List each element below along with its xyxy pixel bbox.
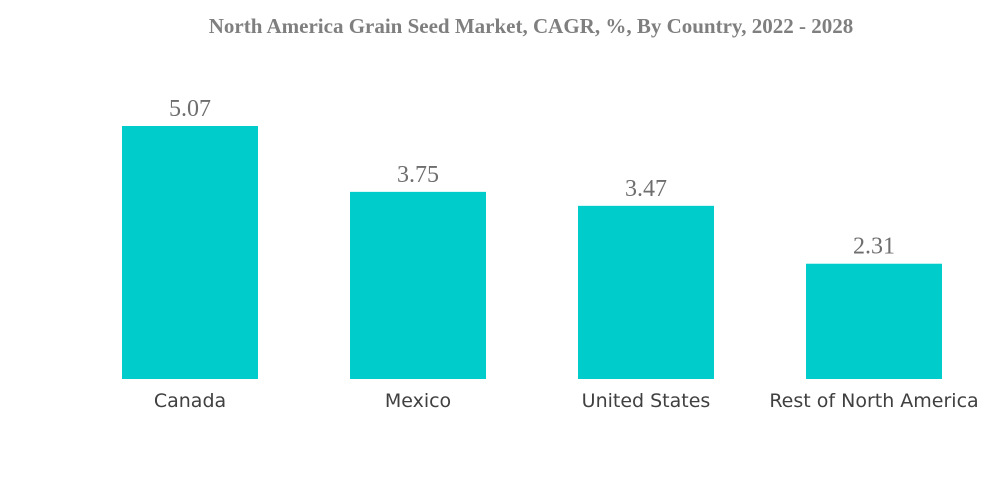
data-labels-layer: 5.07 3.75 3.47 2.31 <box>169 96 895 260</box>
bar-mexico <box>350 191 486 379</box>
bar-canada <box>122 126 258 379</box>
category-label-rest-of-north-america: Rest of North America <box>769 390 978 412</box>
category-label-canada: Canada <box>154 390 226 412</box>
data-label-united-states: 3.47 <box>625 176 667 202</box>
data-label-canada: 5.07 <box>169 96 211 122</box>
chart-title: North America Grain Seed Market, CAGR, %… <box>208 14 854 38</box>
data-label-rest-of-north-america: 2.31 <box>853 234 895 260</box>
category-label-mexico: Mexico <box>385 390 451 412</box>
bar-united-states <box>578 205 714 379</box>
bars-layer <box>122 126 942 379</box>
category-label-united-states: United States <box>582 390 711 412</box>
bar-rest-of-north-america <box>806 263 942 379</box>
category-labels-layer: Canada Mexico United States Rest of North A… <box>154 390 979 412</box>
data-label-mexico: 3.75 <box>397 162 439 188</box>
